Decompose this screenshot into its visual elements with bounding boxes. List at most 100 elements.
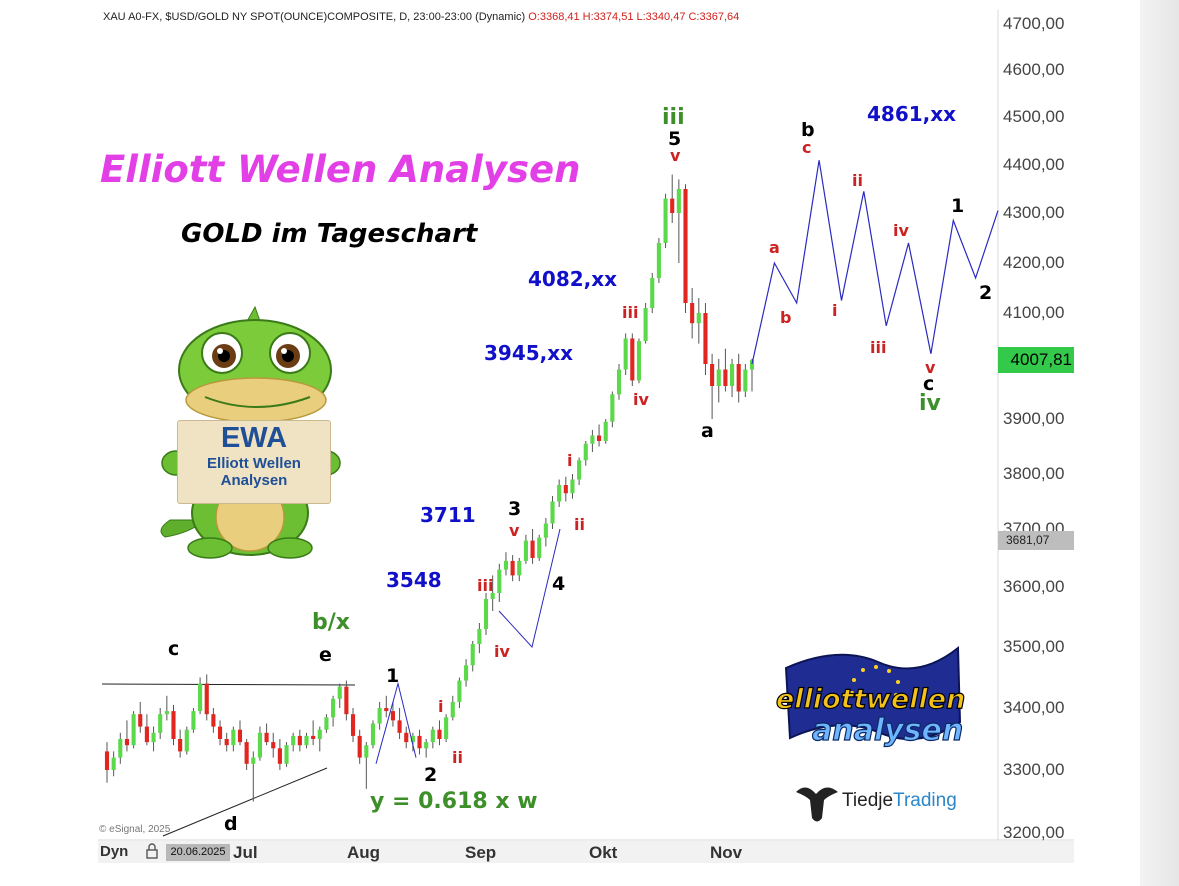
fib-formula: y = 0.618 x w xyxy=(370,789,538,814)
candle-body xyxy=(444,717,449,739)
candle-body xyxy=(676,189,681,213)
candle-body xyxy=(749,359,755,370)
candle-body xyxy=(590,435,595,444)
badge-line-1: Elliott Wellen xyxy=(207,455,301,472)
price-tick: 4400,00 xyxy=(1003,155,1065,174)
candle-body xyxy=(198,683,203,712)
ewa-badge: EWA Elliott Wellen Analysen xyxy=(177,420,331,504)
wave-c-black: c xyxy=(923,373,935,395)
candle-body xyxy=(377,708,382,724)
time-tick: Jul xyxy=(233,843,258,862)
candle-body xyxy=(417,735,422,749)
candle-body xyxy=(630,338,635,381)
brand-part-2: Trading xyxy=(893,790,957,811)
candle-body xyxy=(683,189,688,303)
page-edge-shadow xyxy=(1140,0,1179,886)
candle-body xyxy=(457,680,462,702)
wave-bx: b/x xyxy=(312,610,350,635)
price-tick: 3800,00 xyxy=(1003,464,1065,483)
page-subtitle: GOLD im Tageschart xyxy=(181,219,478,249)
candle-body xyxy=(191,711,196,730)
candle-body xyxy=(424,742,429,749)
price-tick: 3200,00 xyxy=(1003,823,1065,842)
candle-body xyxy=(184,729,189,752)
logo-word-2: wellen xyxy=(866,684,965,715)
candle-body xyxy=(616,369,622,395)
price-tick: 4500,00 xyxy=(1003,107,1065,126)
wave-iv-b: iv xyxy=(633,390,649,409)
wave-a-red: a xyxy=(769,238,780,257)
candle-body xyxy=(537,537,542,558)
wave-c-red: c xyxy=(802,138,812,157)
wave-1-right: 1 xyxy=(951,195,965,217)
time-tick: Aug xyxy=(347,843,381,862)
resistance-trendline xyxy=(101,683,356,686)
candle-body xyxy=(317,729,322,739)
candle-body xyxy=(563,485,568,494)
wave-5: 5 xyxy=(668,128,682,150)
candle-body xyxy=(171,711,176,739)
target-4861: 4861,xx xyxy=(867,102,957,126)
wave-a-black: a xyxy=(701,420,714,442)
brand-part-1: Tiedje xyxy=(842,790,894,811)
candle-body xyxy=(144,726,149,743)
candle-body xyxy=(131,714,136,746)
candle-body xyxy=(364,745,369,758)
candle-body xyxy=(723,369,728,386)
wave-ii-a: ii xyxy=(452,748,463,767)
price-tick: 3400,00 xyxy=(1003,698,1065,717)
candle-body xyxy=(304,735,309,746)
candle-body xyxy=(550,501,555,524)
candle-body xyxy=(350,714,356,736)
candle-body xyxy=(597,435,602,441)
wave-v-3: v xyxy=(509,521,520,540)
copyright: © eSignal, 2025 xyxy=(99,824,171,835)
candle-body xyxy=(517,560,522,576)
candle-body xyxy=(357,735,362,758)
candle-body xyxy=(217,726,223,739)
wave-ii-c: ii xyxy=(852,171,863,190)
target-4082: 4082,xx xyxy=(528,267,618,291)
wave-sketch-line xyxy=(498,528,561,649)
candle-body xyxy=(237,729,243,743)
grid-lines xyxy=(98,10,1074,863)
support-trendline xyxy=(162,767,328,837)
candle-body xyxy=(204,683,209,715)
candle-body xyxy=(410,735,415,743)
candle-body xyxy=(404,732,409,743)
candle-body xyxy=(530,540,535,558)
candle-body xyxy=(610,394,615,422)
logo-word-1: elliott xyxy=(776,684,868,715)
candle-body xyxy=(211,714,216,727)
candle-body xyxy=(736,364,741,392)
projection-path xyxy=(751,160,999,365)
candle-body xyxy=(450,701,455,718)
candle-body xyxy=(743,369,748,392)
last-price-marker: 4007,81 xyxy=(998,347,1074,373)
candle-body xyxy=(151,732,156,743)
candle-body xyxy=(271,742,276,749)
candle-body xyxy=(703,313,708,364)
cursor-date: 20.06.2025 xyxy=(166,844,230,861)
lock-icon[interactable] xyxy=(146,843,158,859)
candle-body xyxy=(503,560,509,570)
candle-body xyxy=(231,729,236,746)
candle-body xyxy=(557,485,562,502)
wave-iv-a: iv xyxy=(494,642,510,661)
price-tick: 3300,00 xyxy=(1003,760,1065,779)
candle-body xyxy=(430,729,435,743)
candle-body xyxy=(111,757,116,770)
target-3945: 3945,xx xyxy=(484,341,574,365)
candle-body xyxy=(710,364,715,386)
candle-body xyxy=(390,711,395,721)
candle-body xyxy=(570,479,575,494)
wave-c-left: c xyxy=(168,638,180,660)
candle-body xyxy=(696,313,701,324)
candle-body xyxy=(397,720,402,733)
candle-body xyxy=(716,369,721,386)
candle-body xyxy=(670,198,675,213)
wave-v-5: v xyxy=(670,146,681,165)
candle-body xyxy=(244,742,249,764)
price-tick: 4700,00 xyxy=(1003,14,1065,33)
